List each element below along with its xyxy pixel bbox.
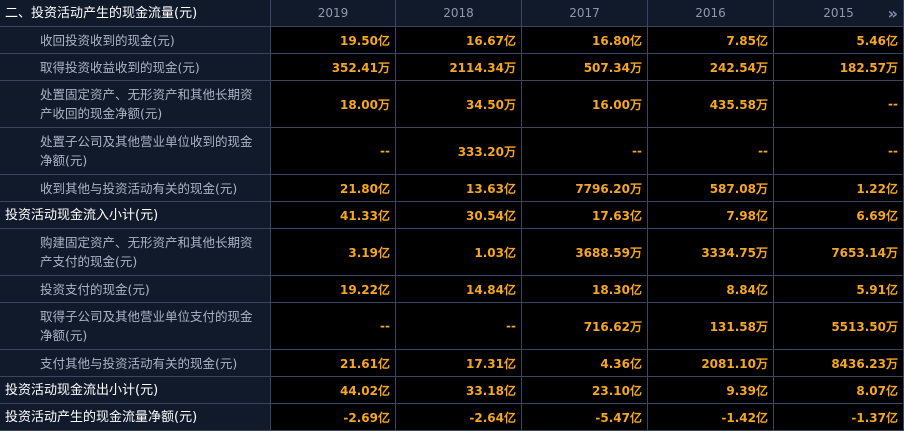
- value-cell: 1.22亿: [774, 175, 904, 202]
- value-cell: 8436.23万: [774, 350, 904, 377]
- table-row: 处置子公司及其他营业单位收到的现金净额(元) -- 333.20万 -- -- --: [0, 128, 904, 175]
- value-cell: 18.00万: [271, 81, 396, 128]
- value-cell: 5513.50万: [774, 303, 904, 350]
- value-cell: 8.07亿: [774, 377, 904, 404]
- section-title: 二、投资活动产生的现金流量(元): [0, 0, 271, 27]
- value-cell: 13.63亿: [396, 175, 522, 202]
- table-row: 取得投资收益收到的现金(元) 352.41万 2114.34万 507.34万 242.…: [0, 54, 904, 81]
- value-cell: --: [271, 303, 396, 350]
- year-header[interactable]: 2017: [522, 0, 648, 27]
- year-header[interactable]: 2018: [396, 0, 522, 27]
- value-cell: 21.61亿: [271, 350, 396, 377]
- value-cell: 9.39亿: [648, 377, 774, 404]
- value-cell: --: [774, 81, 904, 128]
- value-cell: 33.18亿: [396, 377, 522, 404]
- value-cell: 16.00万: [522, 81, 648, 128]
- row-label: 投资支付的现金(元): [0, 276, 271, 303]
- chevron-double-right-icon[interactable]: »: [887, 4, 898, 23]
- value-cell: 587.08万: [648, 175, 774, 202]
- value-cell: 5.46亿: [774, 27, 904, 54]
- row-label: 收到其他与投资活动有关的现金(元): [0, 175, 271, 202]
- value-cell: 2114.34万: [396, 54, 522, 81]
- value-cell: 4.36亿: [522, 350, 648, 377]
- value-cell: 1.03亿: [396, 229, 522, 276]
- year-header-last[interactable]: 2015 »: [774, 0, 904, 27]
- subtotal-row: 投资活动现金流出小计(元) 44.02亿 33.18亿 23.10亿 9.39亿 8.07…: [0, 377, 904, 404]
- value-cell: 333.20万: [396, 128, 522, 175]
- value-cell: 7.98亿: [648, 202, 774, 229]
- value-cell: 34.50万: [396, 81, 522, 128]
- value-cell: 18.30亿: [522, 276, 648, 303]
- value-cell: 352.41万: [271, 54, 396, 81]
- value-cell: 16.80亿: [522, 27, 648, 54]
- value-cell: 7.85亿: [648, 27, 774, 54]
- value-cell: 3688.59万: [522, 229, 648, 276]
- value-cell: 7796.20万: [522, 175, 648, 202]
- year-header[interactable]: 2019: [271, 0, 396, 27]
- value-cell: 3.19亿: [271, 229, 396, 276]
- row-label: 取得子公司及其他营业单位支付的现金净额(元): [0, 303, 271, 350]
- value-cell: 44.02亿: [271, 377, 396, 404]
- value-cell: 7653.14万: [774, 229, 904, 276]
- row-label: 支付其他与投资活动有关的现金(元): [0, 350, 271, 377]
- row-label: 处置固定资产、无形资产和其他长期资产收回的现金净额(元): [0, 81, 271, 128]
- row-label: 购建固定资产、无形资产和其他长期资产支付的现金(元): [0, 229, 271, 276]
- row-label: 处置子公司及其他营业单位收到的现金净额(元): [0, 128, 271, 175]
- value-cell: 2081.10万: [648, 350, 774, 377]
- table-row: 收回投资收到的现金(元) 19.50亿 16.67亿 16.80亿 7.85亿 5.46亿: [0, 27, 904, 54]
- value-cell: 19.22亿: [271, 276, 396, 303]
- value-cell: 41.33亿: [271, 202, 396, 229]
- value-cell: 17.31亿: [396, 350, 522, 377]
- value-cell: 182.57万: [774, 54, 904, 81]
- table-row: 支付其他与投资活动有关的现金(元) 21.61亿 17.31亿 4.36亿 2081.1…: [0, 350, 904, 377]
- table-row: 处置固定资产、无形资产和其他长期资产收回的现金净额(元) 18.00万 34.50万…: [0, 81, 904, 128]
- value-cell: 242.54万: [648, 54, 774, 81]
- year-header[interactable]: 2016: [648, 0, 774, 27]
- table-row: 投资支付的现金(元) 19.22亿 14.84亿 18.30亿 8.84亿 5.91亿: [0, 276, 904, 303]
- value-cell: 21.80亿: [271, 175, 396, 202]
- value-cell: 6.69亿: [774, 202, 904, 229]
- value-cell: 16.67亿: [396, 27, 522, 54]
- value-cell: 131.58万: [648, 303, 774, 350]
- value-cell: 5.91亿: [774, 276, 904, 303]
- value-cell: 507.34万: [522, 54, 648, 81]
- row-label: 收回投资收到的现金(元): [0, 27, 271, 54]
- value-cell: 17.63亿: [522, 202, 648, 229]
- table-row: 取得子公司及其他营业单位支付的现金净额(元) -- -- 716.62万 131.58万…: [0, 303, 904, 350]
- row-label: 投资活动现金流出小计(元): [0, 377, 271, 404]
- value-cell: 8.84亿: [648, 276, 774, 303]
- value-cell: 14.84亿: [396, 276, 522, 303]
- value-cell: --: [774, 128, 904, 175]
- year-label[interactable]: 2015: [823, 6, 854, 20]
- subtotal-row: 投资活动现金流入小计(元) 41.33亿 30.54亿 17.63亿 7.98亿 6.69…: [0, 202, 904, 229]
- value-cell: --: [396, 303, 522, 350]
- value-cell: 30.54亿: [396, 202, 522, 229]
- row-label: 取得投资收益收到的现金(元): [0, 54, 271, 81]
- value-cell: --: [271, 128, 396, 175]
- value-cell: 3334.75万: [648, 229, 774, 276]
- value-cell: 23.10亿: [522, 377, 648, 404]
- value-cell: 435.58万: [648, 81, 774, 128]
- table-row: 收到其他与投资活动有关的现金(元) 21.80亿 13.63亿 7796.20万 587…: [0, 175, 904, 202]
- table-header-row: 二、投资活动产生的现金流量(元) 2019 2018 2017 2016 201…: [0, 0, 904, 27]
- value-cell: 19.50亿: [271, 27, 396, 54]
- table-body: 收回投资收到的现金(元) 19.50亿 16.67亿 16.80亿 7.85亿 5.46亿…: [0, 27, 904, 431]
- value-cell: --: [648, 128, 774, 175]
- row-label: 投资活动现金流入小计(元): [0, 202, 271, 229]
- value-cell: 716.62万: [522, 303, 648, 350]
- table-row: 购建固定资产、无形资产和其他长期资产支付的现金(元) 3.19亿 1.03亿 3688…: [0, 229, 904, 276]
- value-cell: --: [522, 128, 648, 175]
